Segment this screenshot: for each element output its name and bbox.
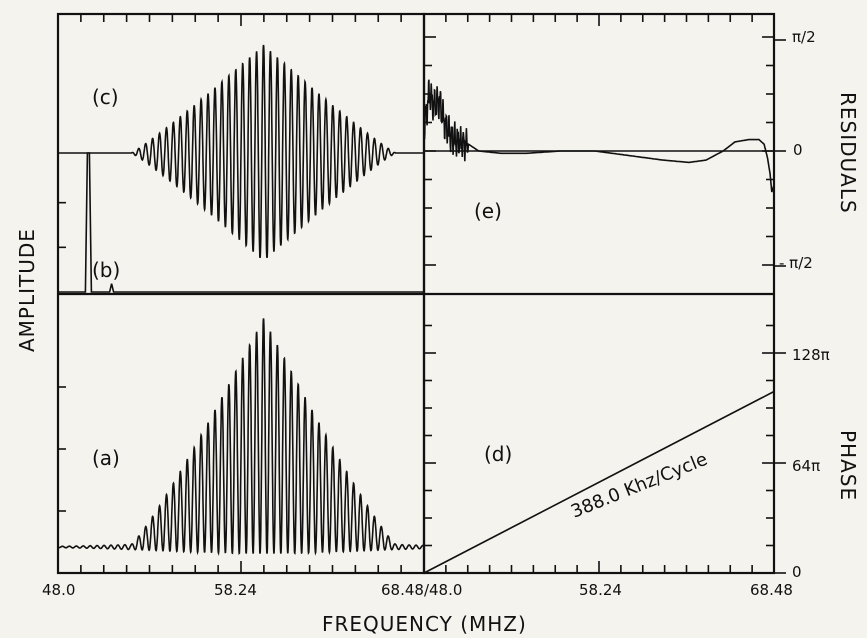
residual-tick-zero: 0 (793, 141, 803, 159)
x-tick-label-58-24-left: 58.24 (214, 581, 257, 599)
residual-tick-neg-pi-half: - π/2 (779, 254, 813, 272)
trace-c (58, 44, 424, 259)
phase-tick-zero: 0 (792, 563, 802, 581)
trace-b (58, 152, 424, 293)
x-tick-label-68-48-48: 68.48/48.0 (381, 581, 462, 599)
phase-tick-64pi: 64π (792, 457, 820, 475)
phase-tick-128pi: 128π (792, 346, 830, 364)
y-axis-title-left: AMPLITUDE (15, 228, 39, 352)
x-tick-label-68-48-right: 68.48 (750, 581, 793, 599)
residual-tick-pi-half: π/2 (792, 28, 816, 46)
panel-label-d: (d) (484, 442, 512, 466)
trace-e (423, 79, 775, 193)
panel-frames (56, 12, 776, 575)
panel-label-c: (c) (92, 85, 119, 109)
panel-label-b: (b) (92, 258, 120, 282)
x-tick-label-58-24-right: 58.24 (579, 581, 622, 599)
panel-label-e: (e) (474, 199, 502, 223)
panel-label-a: (a) (92, 446, 120, 470)
trace-a (57, 318, 425, 557)
x-axis-title: FREQUENCY (MHZ) (322, 612, 527, 636)
y-axis-title-phase: PHASE (836, 430, 860, 501)
x-tick-label-48: 48.0 (42, 581, 75, 599)
slope-annotation: 388.0 Khz/Cycle (568, 449, 710, 523)
y-axis-title-residuals: RESIDUALS (836, 92, 860, 214)
trace-d (423, 390, 775, 574)
